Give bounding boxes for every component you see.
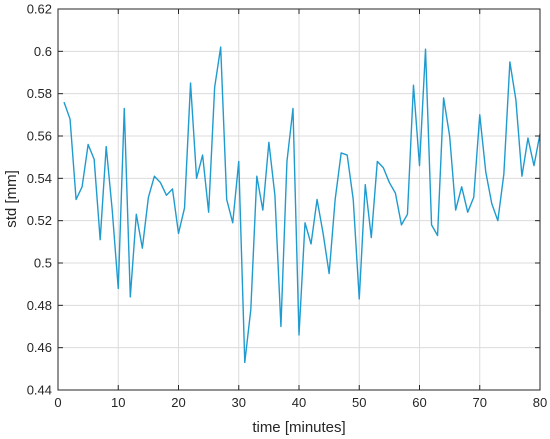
x-axis-label: time [minutes] <box>252 419 345 436</box>
y-tick-label: 0.56 <box>27 129 52 144</box>
y-tick-label: 0.52 <box>27 213 52 228</box>
y-tick-label: 0.62 <box>27 2 52 17</box>
series-line <box>63 46 541 364</box>
x-tick-label: 60 <box>412 395 426 410</box>
y-tick-label: 0.6 <box>34 44 52 59</box>
y-tick-labels: 0.44 0.46 0.48 0.5 0.52 0.54 0.56 0.58 0.6 0.62 <box>27 2 52 398</box>
x-tick-label: 40 <box>292 395 306 410</box>
x-tick-label: 80 <box>533 395 547 410</box>
x-tick-label: 30 <box>232 395 246 410</box>
y-tick-label: 0.58 <box>27 86 52 101</box>
tick-marks <box>57 8 541 391</box>
y-tick-label: 0.48 <box>27 298 52 313</box>
x-tick-label: 50 <box>352 395 366 410</box>
x-tick-label: 10 <box>111 395 125 410</box>
y-tick-label: 0.54 <box>27 171 52 186</box>
x-tick-label: 70 <box>473 395 487 410</box>
x-tick-labels: 0 10 20 30 40 50 60 70 80 <box>54 395 547 410</box>
y-axis-label: std [mm] <box>3 170 20 228</box>
data-series <box>63 46 541 364</box>
y-tick-label: 0.5 <box>34 256 52 271</box>
x-tick-label: 20 <box>171 395 185 410</box>
y-tick-label: 0.44 <box>27 383 52 398</box>
x-tick-label: 0 <box>54 395 61 410</box>
y-tick-label: 0.46 <box>27 340 52 355</box>
